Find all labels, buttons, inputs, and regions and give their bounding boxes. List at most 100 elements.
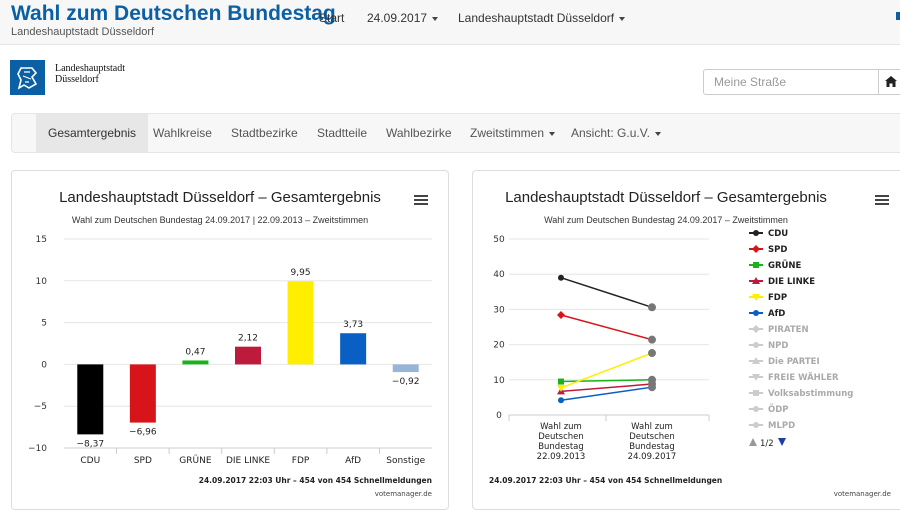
- legend-marker: [753, 390, 759, 396]
- x-tick-label: 22.09.2013: [537, 452, 586, 462]
- tab-ansicht-label: Ansicht: G.u.V.: [571, 126, 650, 140]
- tab-gesamtergebnis[interactable]: Gesamtergebnis: [36, 114, 149, 152]
- y-tick-label: 10: [36, 277, 48, 287]
- nav-date-dropdown[interactable]: 24.09.2017: [367, 11, 439, 25]
- x-tick-label: Bundestag: [629, 442, 675, 452]
- tab-wahlbezirke[interactable]: Wahlbezirke: [386, 126, 452, 140]
- y-tick-label: 15: [36, 235, 47, 245]
- series-cdu: [558, 274, 656, 312]
- bar: [77, 364, 104, 435]
- gains-losses-chart-panel: Landeshauptstadt Düsseldorf – Gesamterge…: [11, 170, 449, 510]
- series-fdp: [557, 349, 656, 392]
- chevron-down-icon: [549, 131, 556, 136]
- bar: [340, 333, 367, 365]
- tab-zweitstimmen-label: Zweitstimmen: [470, 126, 545, 140]
- x-tick-label: Bundestag: [538, 442, 584, 452]
- chart1-menu-icon[interactable]: [414, 195, 428, 206]
- legend-marker: [753, 422, 759, 428]
- app-title[interactable]: Wahl zum Deutschen Bundestag: [11, 2, 336, 25]
- legend-label: DIE LINKE: [768, 277, 815, 287]
- x-tick-label: FDP: [292, 456, 310, 466]
- data-point: [648, 303, 656, 312]
- chart2-credit: votemanager.de: [834, 490, 891, 498]
- bar: [392, 364, 419, 373]
- legend-marker: [752, 294, 760, 301]
- data-point: [558, 378, 564, 385]
- tab-wahlkreise[interactable]: Wahlkreise: [153, 126, 212, 140]
- data-point: [557, 311, 565, 320]
- x-tick-label: GRÜNE: [179, 455, 212, 466]
- nav-start-link[interactable]: Start: [319, 11, 345, 25]
- x-tick-label: Wahl zum: [540, 422, 582, 432]
- x-tick-label: Deutschen: [538, 432, 584, 442]
- legend-label-inactive: FREIE WÄHLER: [768, 372, 839, 383]
- legend-marker: [752, 277, 760, 284]
- nav-date-label: 24.09.2017: [367, 11, 428, 25]
- main-navbar: Gesamtergebnis Wahlkreise Stadtbezirke S…: [11, 113, 900, 153]
- legend-marker: [753, 310, 759, 316]
- data-point: [648, 383, 656, 392]
- series-line: [560, 277, 653, 309]
- city-logo-text: Landeshauptstadt Düsseldorf: [55, 63, 125, 85]
- x-tick-label: SPD: [134, 456, 152, 466]
- legend-marker: [752, 374, 760, 381]
- legend-label: SPD: [768, 245, 787, 255]
- x-tick-label: Sonstige: [386, 456, 425, 466]
- city-logo-icon[interactable]: [10, 60, 45, 95]
- data-label: 2,12: [238, 334, 258, 344]
- chart1-title: Landeshauptstadt Düsseldorf – Gesamterge…: [59, 189, 381, 206]
- language-icon[interactable]: [896, 12, 900, 20]
- data-point: [558, 274, 564, 281]
- logo-line-2: Düsseldorf: [55, 74, 99, 85]
- legend-marker: [752, 245, 760, 253]
- tab-zweitstimmen-dropdown[interactable]: Zweitstimmen: [470, 114, 556, 152]
- data-label: −8,37: [76, 439, 104, 449]
- series-line: [560, 386, 653, 401]
- series-afd: [558, 383, 656, 404]
- y-tick-label: 30: [493, 305, 505, 315]
- logo-line-1: Landeshauptstadt: [55, 63, 125, 74]
- bar: [182, 360, 209, 365]
- chevron-down-icon: [654, 131, 661, 136]
- legend-label-inactive: NPD: [768, 341, 788, 351]
- data-label: −0,92: [392, 377, 420, 387]
- chart2-menu-icon[interactable]: [875, 195, 889, 206]
- x-tick-label: AfD: [345, 456, 361, 466]
- data-label: −6,96: [129, 428, 157, 438]
- x-tick-label: Wahl zum: [631, 422, 673, 432]
- data-point: [648, 335, 656, 344]
- legend-prev-icon[interactable]: [749, 438, 757, 446]
- tab-stadtteile[interactable]: Stadtteile: [317, 126, 368, 140]
- series-line: [560, 383, 653, 393]
- home-icon: [885, 76, 897, 87]
- legend-label: CDU: [768, 229, 788, 239]
- legend-label-inactive: Die PARTEI: [768, 357, 820, 367]
- series-die-linke: [557, 380, 656, 395]
- chevron-down-icon: [432, 16, 439, 21]
- legend-label: GRÜNE: [768, 260, 802, 271]
- legend-marker: [753, 262, 759, 268]
- tab-stadtbezirke[interactable]: Stadtbezirke: [231, 126, 298, 140]
- legend-marker: [752, 325, 760, 333]
- x-tick-label: CDU: [80, 456, 100, 466]
- data-label: 3,73: [343, 320, 363, 330]
- legend-marker: [753, 342, 759, 348]
- y-tick-label: 20: [493, 341, 505, 351]
- nav-region-dropdown[interactable]: Landeshauptstadt Düsseldorf: [458, 11, 626, 25]
- series-line: [560, 379, 653, 383]
- street-search-input[interactable]: [703, 69, 879, 95]
- x-tick-label: Deutschen: [629, 432, 675, 442]
- legend-label-inactive: MLPD: [768, 421, 795, 431]
- y-tick-label: 0: [496, 411, 502, 421]
- chevron-down-icon: [619, 16, 626, 21]
- tab-ansicht-dropdown[interactable]: Ansicht: G.u.V.: [571, 114, 661, 152]
- home-button[interactable]: [878, 69, 900, 95]
- legend-next-icon[interactable]: [778, 438, 786, 446]
- top-bar: Wahl zum Deutschen Bundestag Landeshaupt…: [0, 0, 900, 45]
- series-line: [560, 314, 653, 341]
- y-tick-label: 5: [41, 319, 47, 329]
- chart2-title: Landeshauptstadt Düsseldorf – Gesamterge…: [505, 189, 827, 206]
- chart1-footer: 24.09.2017 22:03 Uhr – 454 von 454 Schne…: [199, 476, 432, 485]
- series-line: [560, 352, 653, 389]
- y-tick-label: 0: [41, 360, 47, 370]
